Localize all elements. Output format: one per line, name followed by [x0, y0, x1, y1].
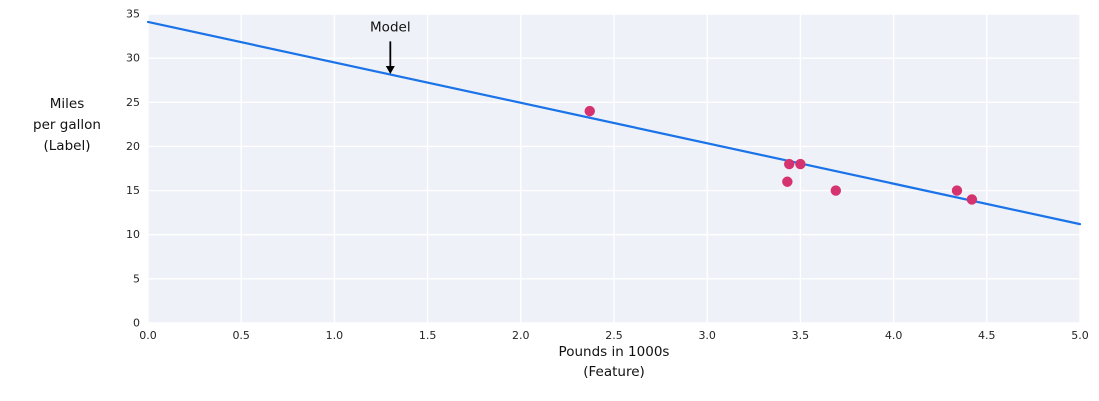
y-tick-label: 35 [126, 8, 140, 21]
x-tick-label: 1.0 [326, 329, 344, 342]
data-point [784, 158, 795, 170]
y-tick-label: 25 [126, 96, 140, 109]
model-annotation-label: Model [370, 20, 411, 36]
y-tick-label: 5 [133, 272, 140, 285]
x-tick-label: 4.5 [978, 329, 996, 342]
data-point [795, 158, 806, 170]
x-axis-label: Pounds in 1000s (Feature) [148, 342, 1080, 382]
x-tick-label: 3.0 [698, 329, 716, 342]
data-point [782, 176, 793, 187]
x-tick-label: 0.0 [139, 329, 157, 342]
y-axis-label-line: Miles [49, 96, 85, 112]
y-tick-label: 10 [126, 228, 140, 241]
x-axis-label-line: (Feature) [583, 364, 645, 380]
x-tick-label: 0.5 [232, 329, 250, 342]
y-tick-label: 15 [126, 184, 140, 197]
x-axis-label-line: Pounds in 1000s [558, 344, 670, 360]
data-point [966, 194, 978, 205]
x-tick-label: 3.5 [792, 329, 810, 342]
y-axis-label-line: (Label) [43, 138, 91, 154]
x-tick-label: 4.0 [885, 329, 903, 342]
y-axis-label-line: per gallon [33, 117, 101, 133]
data-point [584, 105, 595, 117]
x-tick-label: 5.0 [1071, 329, 1089, 342]
x-tick-label: 1.5 [419, 329, 437, 342]
x-tick-label: 2.0 [512, 329, 530, 342]
data-point [830, 185, 842, 196]
y-tick-label: 20 [126, 140, 140, 153]
y-tick-label: 30 [126, 52, 140, 65]
data-point [951, 185, 963, 196]
model-annotation-arrow-head [385, 66, 395, 75]
x-tick-label: 2.5 [605, 329, 623, 342]
y-tick-label: 0 [133, 317, 140, 330]
y-axis-label: Miles per gallon (Label) [0, 94, 134, 157]
model-line [146, 20, 1082, 226]
